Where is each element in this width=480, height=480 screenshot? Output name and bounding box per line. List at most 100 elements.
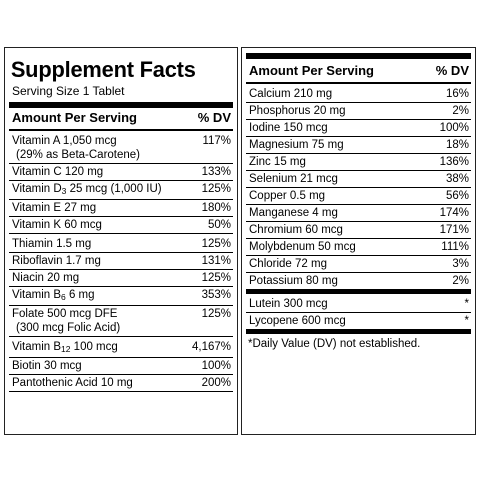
nutrient-row: Vitamin A 1,050 mcg (29% as Beta-Carotene… xyxy=(9,131,233,164)
nutrient-row: Chromium 60 mcg 171% xyxy=(246,222,471,239)
name-part: Niacin 20 mg xyxy=(12,272,80,284)
daily-value: 125% xyxy=(201,183,231,195)
name-part: Potassium 80 mg xyxy=(249,275,338,287)
nutrient-name: Pantothenic Acid 10 mg xyxy=(12,376,133,390)
name-part: Thiamin 1.5 mg xyxy=(12,238,92,250)
dv-header: % DV xyxy=(197,110,231,125)
nutrient-row: Iodine 150 mcg 100% xyxy=(246,120,471,137)
name-part: Iodine 150 mcg xyxy=(249,122,328,134)
nutrient-name: Chromium 60 mcg xyxy=(249,223,343,237)
thick-divider xyxy=(9,102,233,108)
serving-size: Serving Size 1 Tablet xyxy=(12,84,125,98)
thick-divider xyxy=(246,53,471,59)
nutrient-name: Vitamin A 1,050 mcg (29% as Beta-Carotene… xyxy=(12,134,140,162)
nutrient-row: Zinc 15 mg 136% xyxy=(246,154,471,171)
nutrient-name: Vitamin K 60 mcg xyxy=(12,218,102,232)
daily-value: 56% xyxy=(445,190,469,202)
nutrient-row: Riboflavin 1.7 mg 131% xyxy=(9,253,233,270)
nutrient-name: Phosphorus 20 mg xyxy=(249,104,346,118)
daily-value: * xyxy=(464,298,469,310)
nutrient-row: Vitamin D3 25 mcg (1,000 IU) 125% xyxy=(9,181,233,200)
nutrient-name: Molybdenum 50 mcg xyxy=(249,240,356,254)
other-list: Lutein 300 mcg * Lycopene 600 mcg * xyxy=(242,294,475,330)
name-part: Lycopene 600 mcg xyxy=(249,315,346,327)
nutrient-row: Folate 500 mcg DFE (300 mcg Folic Acid) 12… xyxy=(9,306,233,337)
amount-header: Amount Per Serving xyxy=(12,110,137,125)
daily-value: * xyxy=(464,315,469,327)
nutrient-name: Riboflavin 1.7 mg xyxy=(12,254,101,268)
nutrient-row: Biotin 30 mcg 100% xyxy=(9,358,233,375)
daily-value: 100% xyxy=(439,122,469,134)
nutrient-row: Chloride 72 mg 3% xyxy=(246,256,471,273)
name-part: Folate 500 mcg DFE xyxy=(12,308,118,320)
subscript: 3 xyxy=(61,186,67,196)
nutrient-row: Vitamin E 27 mg 180% xyxy=(9,200,233,217)
nutrient-row: Selenium 21 mcg 38% xyxy=(246,171,471,188)
nutrient-name: Manganese 4 mg xyxy=(249,206,338,220)
thick-divider xyxy=(246,329,471,334)
nutrient-name: Selenium 21 mcg xyxy=(249,172,338,186)
supplement-facts-left-panel: Supplement Facts Serving Size 1 Tablet A… xyxy=(4,47,238,435)
nutrient-name: Copper 0.5 mg xyxy=(249,189,325,203)
daily-value: 200% xyxy=(201,377,231,389)
name-part: Selenium 21 mcg xyxy=(249,173,338,185)
name-part: Pantothenic Acid 10 mg xyxy=(12,377,133,389)
nutrient-name: Folate 500 mcg DFE (300 mcg Folic Acid) xyxy=(12,307,120,335)
daily-value: 16% xyxy=(445,88,469,100)
daily-value: 171% xyxy=(439,224,469,236)
name-part: Calcium 210 mg xyxy=(249,88,333,100)
nutrient-row: Thiamin 1.5 mg 125% xyxy=(9,234,233,253)
nutrient-name: Magnesium 75 mg xyxy=(249,138,344,152)
name-part: 100 mcg xyxy=(70,341,118,353)
nutrient-name: Zinc 15 mg xyxy=(249,155,306,169)
nutrient-row: Magnesium 75 mg 18% xyxy=(246,137,471,154)
name-part: Chloride 72 mg xyxy=(249,258,327,270)
supplement-facts-right-panel: Amount Per Serving % DV Calcium 210 mg 16… xyxy=(241,47,476,435)
nutrient-name: Niacin 20 mg xyxy=(12,271,79,285)
daily-value: 117% xyxy=(202,135,231,147)
name-part: 25 mcg (1,000 IU) xyxy=(66,183,162,195)
name-part: Zinc 15 mg xyxy=(249,156,306,168)
nutrient-row: Niacin 20 mg 125% xyxy=(9,270,233,287)
nutrient-name: Calcium 210 mg xyxy=(249,87,332,101)
panel-title: Supplement Facts xyxy=(10,57,196,82)
daily-value: 2% xyxy=(452,105,469,117)
name-part: Chromium 60 mcg xyxy=(249,224,343,236)
column-header: Amount Per Serving % DV xyxy=(242,59,475,79)
nutrient-name: Vitamin B12 100 mcg xyxy=(12,340,118,356)
name-part: Molybdenum 50 mcg xyxy=(249,241,356,253)
nutrient-name: Vitamin E 27 mg xyxy=(12,201,96,215)
amount-header: Amount Per Serving xyxy=(249,63,374,78)
daily-value: 2% xyxy=(452,275,469,287)
daily-value: 38% xyxy=(445,173,469,185)
nutrient-name: Vitamin B6 6 mg xyxy=(12,288,95,304)
daily-value: 174% xyxy=(439,207,469,219)
nutrient-row: Copper 0.5 mg 56% xyxy=(246,188,471,205)
nutrient-list: Vitamin A 1,050 mcg (29% as Beta-Carotene… xyxy=(5,131,237,392)
nutrient-row: Molybdenum 50 mcg 111% xyxy=(246,239,471,256)
mineral-list: Calcium 210 mg 16% Phosphorus 20 mg 2% Iodin… xyxy=(242,84,475,290)
daily-value: 111% xyxy=(441,241,469,253)
daily-value: 18% xyxy=(445,139,469,151)
name-part: Vitamin D xyxy=(12,183,62,195)
name-part: Biotin 30 mcg xyxy=(12,360,82,372)
daily-value: 3% xyxy=(452,258,469,270)
name-subline: (300 mcg Folic Acid) xyxy=(16,322,121,334)
daily-value: 353% xyxy=(201,289,231,301)
nutrient-name: Lutein 300 mcg xyxy=(249,297,328,311)
nutrient-row: Lutein 300 mcg * xyxy=(246,294,471,313)
nutrient-row: Phosphorus 20 mg 2% xyxy=(246,103,471,120)
name-part: Vitamin E 27 mg xyxy=(12,202,97,214)
name-part: 6 mg xyxy=(65,289,95,301)
name-part: Manganese 4 mg xyxy=(249,207,338,219)
name-part: Copper 0.5 mg xyxy=(249,190,326,202)
nutrient-row: Potassium 80 mg 2% xyxy=(246,273,471,290)
nutrient-row: Vitamin B12 100 mcg 4,167% xyxy=(9,337,233,358)
name-part: Vitamin B xyxy=(12,289,62,301)
name-part: Riboflavin 1.7 mg xyxy=(12,255,101,267)
name-part: Vitamin A 1,050 mcg xyxy=(12,135,117,147)
daily-value: 131% xyxy=(201,255,231,267)
nutrient-name: Chloride 72 mg xyxy=(249,257,327,271)
nutrient-name: Vitamin C 120 mg xyxy=(12,165,103,179)
daily-value: 136% xyxy=(439,156,469,168)
